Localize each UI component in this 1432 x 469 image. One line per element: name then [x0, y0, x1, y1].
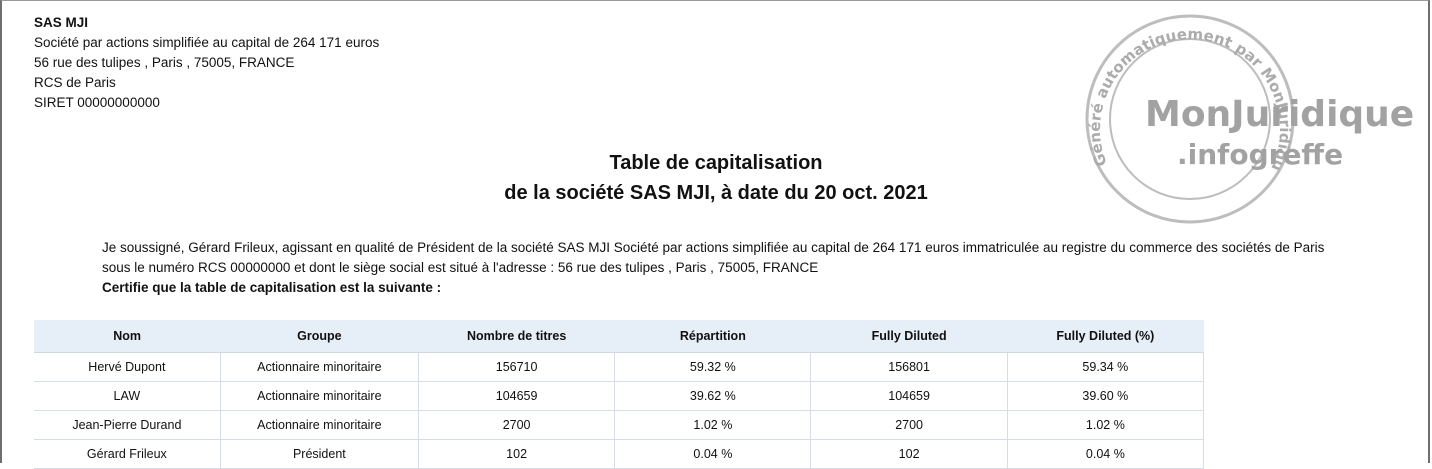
header-fully-diluted-pct: Fully Diluted (%)	[1007, 320, 1204, 353]
cell-groupe: Actionnaire minoritaire	[219, 352, 419, 382]
cell-groupe: Actionnaire minoritaire	[219, 410, 419, 440]
statement-text: Je soussigné, Gérard Frileux, agissant e…	[102, 240, 1325, 275]
table-row: Gérard Frileux Président 102 0.04 % 102 …	[34, 439, 1205, 469]
cell-nom: Gérard Frileux	[34, 439, 221, 469]
company-siret: SIRET 00000000000	[34, 95, 160, 110]
certification-statement: Je soussigné, Gérard Frileux, agissant e…	[102, 238, 1327, 298]
cell-repartition: 59.32 %	[614, 352, 812, 382]
cell-nombre-titres: 104659	[417, 381, 616, 411]
company-address: 56 rue des tulipes , Paris , 75005, FRAN…	[34, 55, 295, 70]
cell-fully-diluted-pct: 39.60 %	[1006, 381, 1205, 411]
cell-fully-diluted: 104659	[810, 381, 1008, 411]
table-row: Hervé Dupont Actionnaire minoritaire 156…	[34, 352, 1205, 382]
header-repartition: Répartition	[614, 320, 811, 353]
cell-groupe: Président	[219, 439, 419, 469]
cell-nom: LAW	[34, 381, 221, 411]
cell-repartition: 39.62 %	[614, 381, 812, 411]
stamp-brand-line1: MonJuridique	[1145, 94, 1414, 135]
cell-fully-diluted: 102	[810, 439, 1008, 469]
cell-fully-diluted: 2700	[810, 410, 1008, 440]
monjuridique-stamp-icon: Généré automatiquement par MonJuridique.…	[1085, 14, 1414, 224]
certify-line: Certifie que la table de capitalisation …	[102, 280, 442, 295]
cell-nombre-titres: 156710	[417, 352, 616, 382]
cell-nom: Hervé Dupont	[34, 352, 221, 382]
header-fully-diluted: Fully Diluted	[810, 320, 1008, 353]
stamp-brand-line2: .infogreffe	[1177, 138, 1343, 171]
header-groupe: Groupe	[220, 320, 419, 353]
cell-groupe: Actionnaire minoritaire	[219, 381, 419, 411]
cell-fully-diluted-pct: 0.04 %	[1006, 439, 1205, 469]
capitalisation-table: Nom Groupe Nombre de titres Répartition …	[34, 320, 1205, 469]
cell-fully-diluted: 156801	[810, 352, 1008, 382]
company-rcs: RCS de Paris	[34, 75, 116, 90]
company-block: SAS MJI Société par actions simplifiée a…	[34, 13, 379, 113]
cell-repartition: 0.04 %	[614, 439, 812, 469]
cell-repartition: 1.02 %	[614, 410, 812, 440]
title-line1: Table de capitalisation	[609, 152, 823, 174]
header-nombre-titres: Nombre de titres	[418, 320, 615, 353]
cell-nombre-titres: 102	[417, 439, 616, 469]
header-nom: Nom	[34, 320, 221, 353]
table-row: LAW Actionnaire minoritaire 104659 39.62…	[34, 381, 1205, 411]
title-line2: de la société SAS MJI, à date du 20 oct.…	[504, 182, 928, 204]
cell-nombre-titres: 2700	[417, 410, 616, 440]
document-title: Table de capitalisation de la société SA…	[0, 148, 1432, 208]
cell-fully-diluted-pct: 59.34 %	[1006, 352, 1205, 382]
cell-fully-diluted-pct: 1.02 %	[1006, 410, 1205, 440]
table-header-row: Nom Groupe Nombre de titres Répartition …	[34, 320, 1204, 353]
company-name: SAS MJI	[34, 15, 89, 30]
company-description: Société par actions simplifiée au capita…	[34, 35, 380, 50]
cell-nom: Jean-Pierre Durand	[34, 410, 221, 440]
table-row: Jean-Pierre Durand Actionnaire minoritai…	[34, 410, 1205, 440]
